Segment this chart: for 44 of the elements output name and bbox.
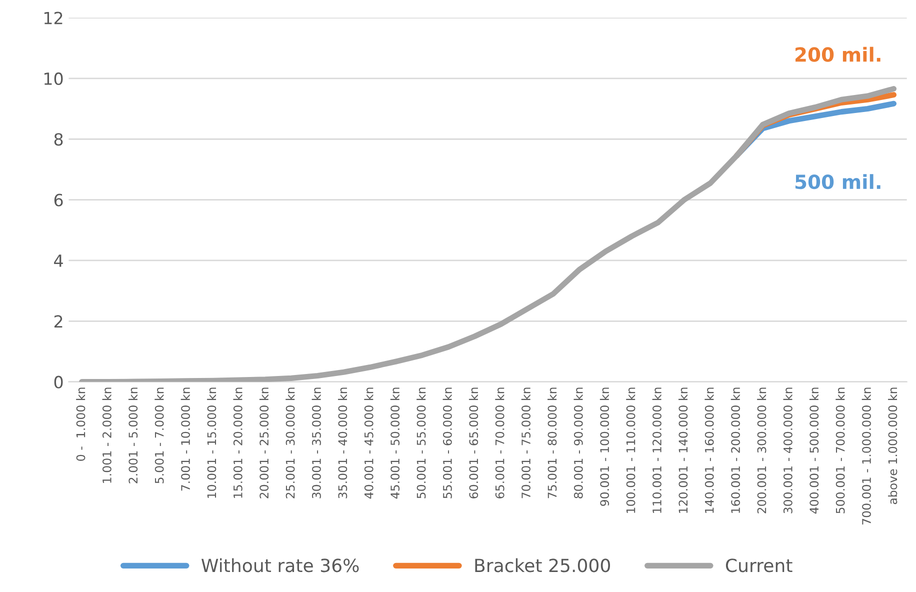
x-tick-label: 90.001 - 100.000 kn [600, 388, 610, 506]
x-tick-label: 700.001 - 1.000.000 kn [862, 388, 871, 524]
y-tick-label: 8 [54, 133, 63, 146]
x-tick-label: 50.001 - 55.000 kn [416, 388, 426, 498]
x-tick-label: 0 - 1.000 kn [76, 388, 86, 461]
legend-label: Bracket 25.000 [475, 558, 610, 572]
y-tick-label: 10 [44, 72, 63, 86]
x-tick-label: 1.001 - 2.000 kn [102, 388, 112, 483]
x-tick-label: 200.001 - 300.000 kn [757, 388, 766, 514]
x-tick-label: 10.001 - 15.000 kn [207, 388, 216, 498]
y-tick-label: 2 [54, 315, 62, 328]
x-tick-label: 140.001 - 160.000 kn [704, 388, 714, 513]
x-tick-label: 7.001 - 10.000 kn [180, 388, 190, 491]
x-tick-label: 400.001 - 500.000 kn [809, 388, 819, 514]
y-tick-label: 0 [54, 376, 63, 388]
x-tick-label: 25.001 - 30.000 kn [286, 388, 295, 498]
x-tick-label: 75.001 - 80.000 kn [548, 388, 557, 498]
legend-label: Without rate 36% [201, 558, 359, 572]
x-tick-label: 30.001 - 35.000 kn [312, 388, 321, 498]
x-tick-label: 80.001 - 90.000 kn [574, 388, 583, 498]
annotation: 500 mil. [795, 174, 880, 190]
annotation: 200 mil. [796, 46, 880, 62]
x-tick-label: above 1.000.000 kn [888, 388, 898, 504]
x-tick-label: 65.001 - 70.000 kn [495, 388, 504, 498]
legend-label: Current [726, 558, 792, 572]
x-tick-label: 55.001 - 60.000 kn [442, 388, 452, 498]
x-tick-label: 100.001 - 110.000 kn [626, 388, 636, 513]
x-tick-label: 45.001 - 50.000 kn [390, 388, 400, 499]
x-tick-label: 160.001 - 200.000 kn [730, 388, 740, 513]
x-tick-label: 120.001 - 140.000 kn [678, 388, 688, 513]
x-tick-label: 35.001 - 40.000 kn [338, 388, 348, 498]
x-tick-label: 20.001 - 25.000 kn [259, 388, 269, 498]
x-tick-label: 5.001 - 7.000 kn [154, 388, 164, 484]
x-tick-label: 40.001 - 45.000 kn [364, 388, 374, 499]
x-tick-label: 300.001 - 400.000 kn [783, 388, 792, 514]
x-tick-label: 110.001 - 120.000 kn [652, 388, 662, 513]
y-tick-label: 4 [54, 254, 63, 267]
x-tick-label: 15.001 - 20.000 kn [233, 388, 242, 498]
y-tick-label: 12 [44, 12, 62, 24]
y-tick-label: 6 [54, 194, 63, 206]
x-tick-label: 70.001 - 75.000 kn [521, 388, 530, 498]
x-tick-label: 60.001 - 65.000 kn [468, 388, 478, 498]
x-tick-label: 500.001 - 700.000 kn [836, 388, 845, 514]
x-tick-label: 2.001 - 5.000 kn [128, 388, 138, 484]
